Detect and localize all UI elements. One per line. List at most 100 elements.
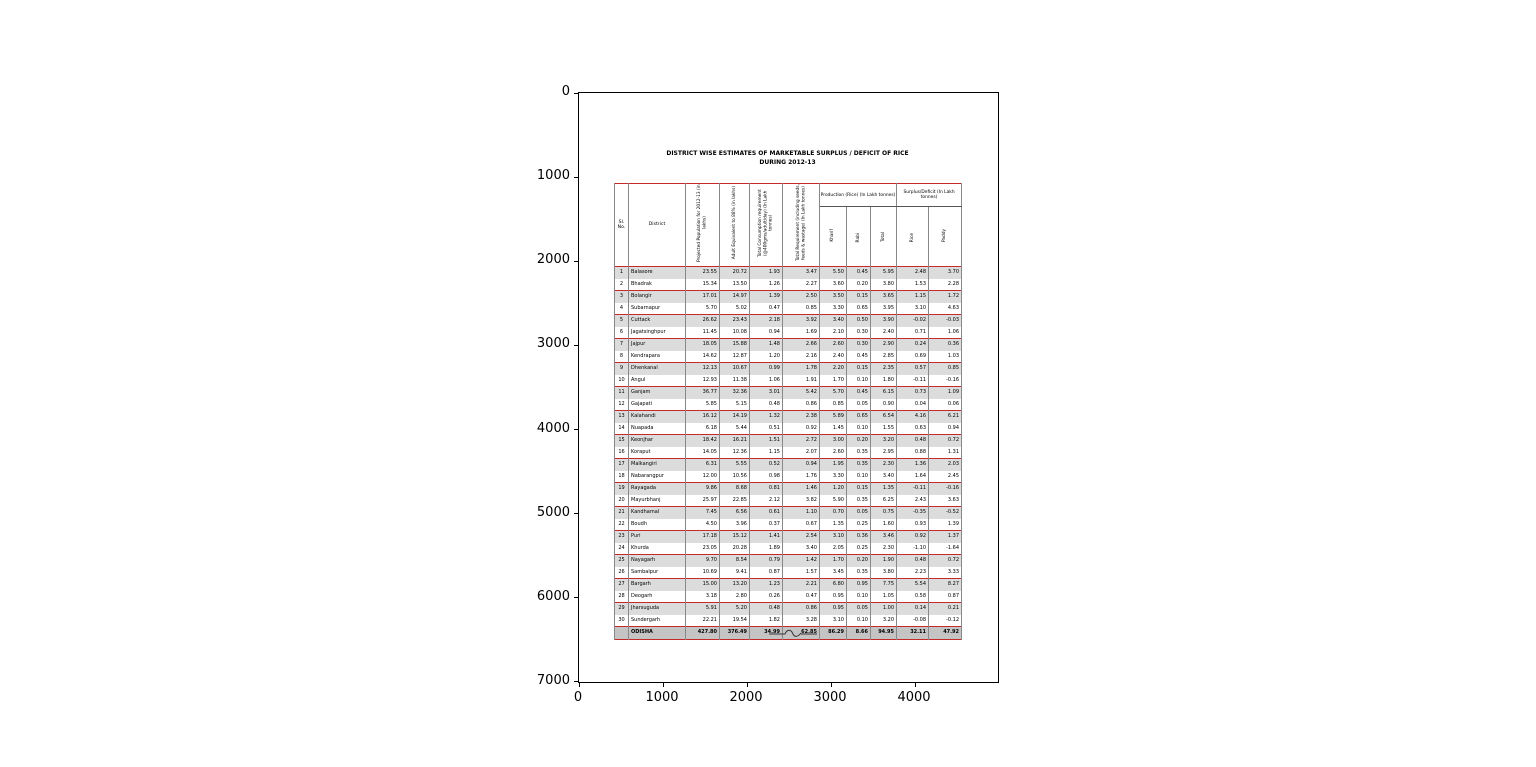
value-cell: 0.48 [896,554,930,567]
value-cell: 427.80 [685,626,720,639]
value-cell: 2.66 [782,338,820,351]
value-cell: 0.14 [896,602,930,615]
value-cell: 3.92 [782,314,820,327]
value-cell: 0.87 [928,590,963,603]
table-row: 16 Koraput 14.05 12.36 1.15 2.07 2.60 0.35 2.95 0… [614,446,963,459]
value-cell: 22 [614,518,629,531]
value-cell: 0.72 [928,434,963,447]
value-cell: 2.30 [869,458,898,471]
value-cell: 1.39 [749,290,783,303]
district-cell: Nayagarh [628,554,686,567]
value-cell: 0.87 [749,566,783,579]
col-header-adult-equivalent-label: Adult Equivalent to 88% (in lakhs) [731,186,737,260]
value-cell: 17.01 [685,290,720,303]
col-header-rabi: Rabi [846,206,871,267]
value-cell: 3.60 [819,278,847,291]
value-cell: 12.00 [685,470,720,483]
district-cell: Puri [628,530,686,543]
value-cell: 3.63 [928,494,963,507]
table-row: 2 Bhadrak 15.34 13.50 1.26 2.27 3.60 0.20 3.80 1.… [614,278,963,291]
value-cell: 0.73 [896,386,930,399]
value-cell: -1.64 [928,542,963,555]
value-cell: 0.67 [782,518,820,531]
district-cell: Sundergarh [628,614,686,627]
value-cell: 1.20 [749,350,783,363]
value-cell: 1.15 [896,290,930,303]
col-header-rice-label: Rice [909,232,915,243]
value-cell: 3.40 [819,314,847,327]
value-cell: 32.11 [896,626,930,639]
district-cell: ODISHA [628,626,686,639]
value-cell: 3.82 [782,494,820,507]
value-cell: 6.15 [869,386,898,399]
value-cell: 14.97 [719,290,750,303]
value-cell: 0.98 [749,470,783,483]
value-cell: 1.31 [928,446,963,459]
value-cell: 0.15 [846,362,871,375]
value-cell: 5.55 [719,458,750,471]
value-cell: 2.40 [819,350,847,363]
value-cell: 15 [614,434,629,447]
value-cell: 5.85 [685,398,720,411]
value-cell: 1.35 [819,518,847,531]
value-cell: 0.72 [928,554,963,567]
value-cell: 18.42 [685,434,720,447]
col-header-kharif-label: Kharif [830,229,836,243]
value-cell: 5.50 [819,266,847,279]
value-cell: 3.90 [869,314,898,327]
value-cell: 0.57 [896,362,930,375]
district-cell: Angul [628,374,686,387]
value-cell: 7 [614,338,629,351]
value-cell: -0.11 [896,482,930,495]
rice-surplus-table: Sl. No. District Projected Population fo… [614,183,963,640]
table-row: 5 Cuttack 26.62 23.43 2.18 3.92 3.40 0.50 3.90 -0… [614,314,963,327]
value-cell: 10.08 [719,326,750,339]
value-cell: 36.77 [685,386,720,399]
value-cell: -0.16 [928,482,963,495]
value-cell: 0.20 [846,554,871,567]
table-row: 8 Kendrapara 14.62 12.87 1.20 2.16 2.40 0.45 2.8… [614,350,963,363]
value-cell: 6.31 [685,458,720,471]
value-cell: 24 [614,542,629,555]
value-cell: 19 [614,482,629,495]
value-cell: 4.63 [928,302,963,315]
value-cell: 3.20 [869,434,898,447]
value-cell: 2.18 [749,314,783,327]
district-cell: Khurda [628,542,686,555]
district-cell: Koraput [628,446,686,459]
value-cell: 2.21 [782,578,820,591]
table-row: 17 Malkangiri 6.31 5.55 0.52 0.94 1.95 0.35 2.30… [614,458,963,471]
y-tick-mark [574,344,579,346]
value-cell: 2.27 [782,278,820,291]
value-cell: 0.86 [782,602,820,615]
value-cell: 8 [614,350,629,363]
value-cell: 2.12 [749,494,783,507]
value-cell: 26.62 [685,314,720,327]
value-cell: 23 [614,530,629,543]
value-cell: 3.30 [819,470,847,483]
col-header-rabi-label: Rabi [855,232,861,243]
value-cell: 0.95 [846,578,871,591]
value-cell: 0.70 [819,506,847,519]
district-cell: Bolangir [628,290,686,303]
value-cell: 0.86 [782,398,820,411]
value-cell: 27 [614,578,629,591]
value-cell: 4 [614,302,629,315]
value-cell: 0.30 [846,338,871,351]
value-cell: 20.28 [719,542,750,555]
y-axis-tick-label: 1000 [536,168,570,183]
value-cell: 2 [614,278,629,291]
value-cell: 3.01 [749,386,783,399]
value-cell: 0.92 [782,422,820,435]
col-header-paddy: Paddy [928,206,963,267]
table-row: 20 Mayurbhanj 25.97 22.85 2.12 3.82 5.90 0.35 6.… [614,494,963,507]
value-cell: 0.10 [846,614,871,627]
y-axis-tick-label: 4000 [536,421,570,436]
district-cell: Jajpur [628,338,686,351]
value-cell: 2.60 [819,338,847,351]
value-cell: 5.42 [782,386,820,399]
value-cell: 19.54 [719,614,750,627]
value-cell: 0.65 [846,410,871,423]
value-cell: 0.35 [846,446,871,459]
value-cell: 8.27 [928,578,963,591]
